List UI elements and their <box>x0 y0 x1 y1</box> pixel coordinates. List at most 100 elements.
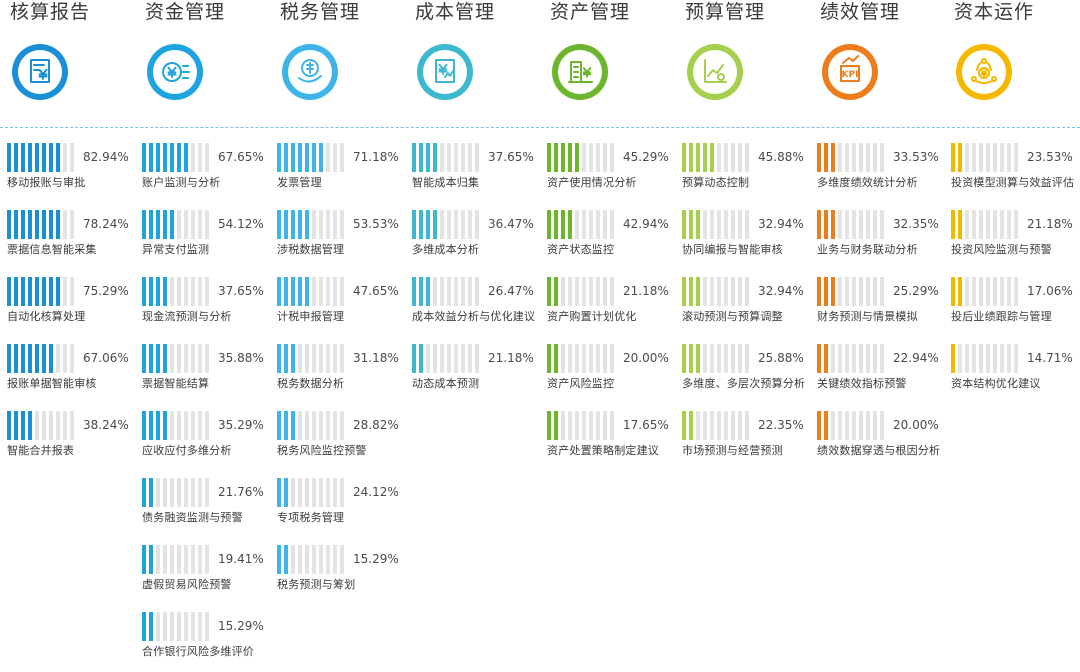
bar-segment-empty <box>198 344 202 373</box>
metric-label: 票据信息智能采集 <box>7 243 97 256</box>
bar-segment-filled <box>156 210 160 239</box>
bar-segment-filled <box>433 210 437 239</box>
bar-segment-empty <box>163 545 167 574</box>
bar-segment-empty <box>610 210 614 239</box>
kpi-chart-icon: KPI <box>822 44 878 100</box>
bar-segment-empty <box>582 344 586 373</box>
bar-segment-empty <box>731 277 735 306</box>
bar-segment-empty <box>993 344 997 373</box>
category-title: 预算管理 <box>685 1 766 23</box>
bar-segment-filled <box>291 277 295 306</box>
bar-segment-empty <box>170 612 174 641</box>
metric-label: 债务融资监测与预警 <box>142 511 243 524</box>
bar-segment-empty <box>852 277 856 306</box>
bar-segment-empty <box>305 344 309 373</box>
metric-item: 24.12% 专项税务管理 <box>277 478 409 524</box>
bar-segment-empty <box>326 411 330 440</box>
metric-item: 82.94% 移动报账与审批 <box>7 143 139 189</box>
bar-segment-empty <box>745 277 749 306</box>
metric-bar <box>412 143 482 172</box>
bar-segment-empty <box>561 411 565 440</box>
metric-item: 32.35% 业务与财务联动分析 <box>817 210 949 256</box>
bar-segment-empty <box>589 344 593 373</box>
bar-segment-empty <box>35 411 39 440</box>
bar-segment-empty <box>433 277 437 306</box>
bar-segment-filled <box>42 143 46 172</box>
metric-label: 虚假贸易风险预警 <box>142 578 232 591</box>
bar-segment-filled <box>298 143 302 172</box>
bar-segment-empty <box>319 210 323 239</box>
bar-segment-empty <box>838 210 842 239</box>
bar-segment-empty <box>845 210 849 239</box>
bar-segment-empty <box>575 344 579 373</box>
metric-item: 25.88% 多维度、多层次预算分析 <box>682 344 814 390</box>
bar-segment-filled <box>28 143 32 172</box>
bar-segment-empty <box>333 143 337 172</box>
bar-segment-empty <box>866 143 870 172</box>
bar-segment-empty <box>340 344 344 373</box>
bar-segment-filled <box>412 344 416 373</box>
metric-bar <box>7 277 77 306</box>
bar-segment-empty <box>70 277 74 306</box>
metric-bar <box>817 344 887 373</box>
bar-segment-empty <box>468 277 472 306</box>
bar-segment-empty <box>738 277 742 306</box>
bar-segment-empty <box>1007 143 1011 172</box>
metric-label: 资产购置计划优化 <box>547 310 637 323</box>
bar-segment-filled <box>284 545 288 574</box>
metric-item: 22.94% 关键绩效指标预警 <box>817 344 949 390</box>
category-icon <box>415 42 475 102</box>
bar-segment-empty <box>724 411 728 440</box>
bar-segment-empty <box>177 344 181 373</box>
bar-segment-filled <box>156 277 160 306</box>
bar-segment-filled <box>305 210 309 239</box>
metric-item: 26.47% 成本效益分析与优化建议 <box>412 277 544 323</box>
bar-segment-empty <box>305 411 309 440</box>
metric-percent: 15.29% <box>218 619 264 633</box>
bar-segment-empty <box>191 277 195 306</box>
bar-segment-empty <box>170 277 174 306</box>
bar-segment-empty <box>198 143 202 172</box>
bar-segment-empty <box>596 344 600 373</box>
bar-segment-filled <box>35 210 39 239</box>
metric-label: 多维成本分析 <box>412 243 480 256</box>
metric-item: 71.18% 发票管理 <box>277 143 409 189</box>
bar-segment-empty <box>184 210 188 239</box>
metric-percent: 26.47% <box>488 284 534 298</box>
bar-segment-empty <box>972 277 976 306</box>
metric-label: 账户监测与分析 <box>142 176 221 189</box>
bar-segment-empty <box>852 344 856 373</box>
bar-segment-empty <box>191 411 195 440</box>
bar-segment-empty <box>724 277 728 306</box>
metric-label: 市场预测与经营预测 <box>682 444 783 457</box>
metric-item: 67.06% 报账单据智能审核 <box>7 344 139 390</box>
metric-bar <box>277 143 347 172</box>
metric-percent: 28.82% <box>353 418 399 432</box>
metric-item: 54.12% 异常支付监测 <box>142 210 274 256</box>
bar-segment-empty <box>717 411 721 440</box>
metric-percent: 67.06% <box>83 351 129 365</box>
metric-item: 22.35% 市场预测与经营预测 <box>682 411 814 457</box>
metric-percent: 17.65% <box>623 418 669 432</box>
bar-segment-empty <box>965 277 969 306</box>
bar-segment-empty <box>972 143 976 172</box>
metric-item: 21.76% 债务融资监测与预警 <box>142 478 274 524</box>
bar-segment-empty <box>70 143 74 172</box>
metric-percent: 37.65% <box>218 284 264 298</box>
metric-item: 33.53% 多维度绩效统计分析 <box>817 143 949 189</box>
bar-segment-empty <box>440 210 444 239</box>
bar-segment-empty <box>866 277 870 306</box>
bar-segment-empty <box>717 277 721 306</box>
bar-segment-filled <box>156 143 160 172</box>
bar-segment-empty <box>1000 143 1004 172</box>
bar-segment-empty <box>205 344 209 373</box>
bar-segment-empty <box>56 411 60 440</box>
bar-segment-empty <box>177 612 181 641</box>
bar-segment-empty <box>340 210 344 239</box>
bar-segment-empty <box>986 143 990 172</box>
bar-segment-empty <box>312 545 316 574</box>
bar-segment-empty <box>724 344 728 373</box>
bar-segment-filled <box>291 143 295 172</box>
bar-segment-filled <box>284 411 288 440</box>
svg-text:KPI: KPI <box>842 70 859 80</box>
